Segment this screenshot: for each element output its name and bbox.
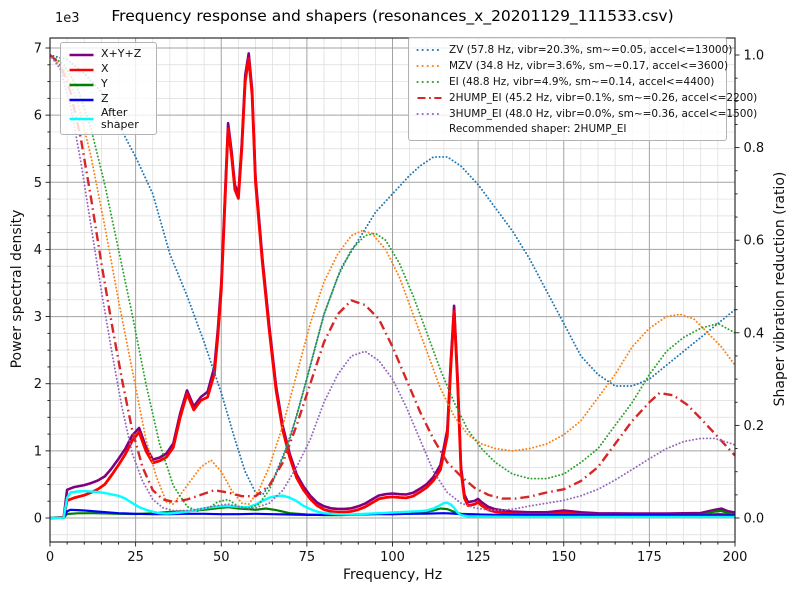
left-y-tick-label: 2 (34, 377, 42, 392)
left-y-tick-label: 4 (34, 243, 42, 258)
legend-label-x: X (101, 62, 109, 76)
right-axis-label: Shaper vibration reduction (ratio) (772, 171, 788, 407)
legend-note-row: Recommended shaper: 2HUMP_EI (416, 121, 719, 137)
3hump-ei-legend-line (416, 112, 443, 115)
zv-legend-line (416, 48, 443, 51)
left-y-tick-label: 1 (34, 444, 42, 459)
x-tick-label: 0 (46, 550, 54, 565)
y-legend-line (69, 83, 94, 86)
curve-2hump-ei (50, 54, 735, 503)
curve-z (50, 508, 735, 520)
recommended-shaper-note: Recommended shaper: 2HUMP_EI (449, 123, 627, 136)
x-tick-label: 50 (213, 550, 230, 565)
legend-label-2hump-ei: 2HUMP_EI (45.2 Hz, vibr=0.1%, sm~=0.26, … (449, 91, 758, 104)
curves (50, 52, 735, 520)
x-tick-label: 200 (723, 550, 748, 565)
curve-zv (50, 54, 735, 496)
left-y-tick-label: 7 (34, 42, 42, 57)
chart-title: Frequency response and shapers (resonanc… (111, 7, 674, 25)
legend-item-3hump-ei: 3HUMP_EI (48.0 Hz, vibr=0.0%, sm~=0.36, … (416, 106, 757, 122)
legend-item-y: Y (68, 77, 149, 92)
x-legend-line (69, 68, 94, 71)
legend-psd: X+Y+Z X Y Z After shaper (60, 42, 157, 136)
right-y-tick-label: 0.2 (744, 419, 765, 434)
x-y-z-legend-line (69, 53, 94, 56)
right-y-tick-label: 0.8 (744, 141, 765, 156)
after-shaper-legend-line (69, 117, 94, 121)
legend-item-z: Z (68, 92, 149, 107)
legend-label-mzv: MZV (34.8 Hz, vibr=3.6%, sm~=0.17, accel… (449, 59, 729, 72)
left-y-tick-label: 5 (34, 176, 42, 191)
legend-item-ei: EI (48.8 Hz, vibr=4.9%, sm~=0.14, accel<… (416, 74, 719, 90)
legend-label-z: Z (101, 92, 109, 106)
tick-labels: 0 25 50 75 100 125 150 175 200 0 1 2 3 4 5 6 7 0.0 0.2 0.4 0… (34, 42, 764, 566)
2hump-ei-legend-line (417, 96, 442, 99)
legend-label-zv: ZV (57.8 Hz, vibr=20.3%, sm~=0.05, accel… (449, 43, 733, 56)
z-legend-line (69, 98, 94, 101)
legend-label-x-y-z: X+Y+Z (101, 47, 142, 61)
left-y-tick-label: 0 (34, 512, 42, 527)
legend-label-3hump-ei: 3HUMP_EI (48.0 Hz, vibr=0.0%, sm~=0.36, … (449, 107, 758, 120)
left-y-tick-label: 6 (34, 109, 42, 124)
legend-item-x-y-z: X+Y+Z (68, 47, 149, 62)
right-y-tick-label: 0.6 (744, 234, 765, 249)
right-y-tick-label: 0.0 (744, 512, 765, 527)
legend-item-mzv: MZV (34.8 Hz, vibr=3.6%, sm~=0.17, accel… (416, 58, 728, 74)
legend-item-after-shaper: After shaper (68, 106, 149, 132)
right-y-tick-label: 0.4 (744, 326, 765, 341)
x-axis-label: Frequency, Hz (342, 567, 443, 583)
mzv-legend-line (416, 64, 443, 67)
curve-x-y-z (50, 52, 735, 520)
x-tick-label: 75 (299, 550, 316, 565)
x-tick-label: 150 (551, 550, 576, 565)
x-tick-label: 25 (127, 550, 144, 565)
left-y-tick-label: 3 (34, 310, 42, 325)
legend-label-ei: EI (48.8 Hz, vibr=4.9%, sm~=0.14, accel<… (449, 75, 715, 88)
y-axis-offset-text: 1e3 (55, 11, 80, 26)
legend-item-zv: ZV (57.8 Hz, vibr=20.3%, sm~=0.05, accel… (416, 42, 732, 58)
legend-label-after-shaper: After shaper (101, 106, 139, 132)
curve-x (50, 56, 735, 520)
x-tick-label: 100 (380, 550, 405, 565)
legend-shapers: ZV (57.8 Hz, vibr=20.3%, sm~=0.05, accel… (408, 37, 757, 142)
legend-label-y: Y (101, 77, 108, 91)
curve-mzv (50, 54, 735, 506)
ei-legend-line (416, 80, 443, 83)
x-tick-label: 175 (637, 550, 662, 565)
axis-ticks (45, 47, 740, 547)
left-axis-label: Power spectral density (9, 209, 25, 369)
curve-ei (50, 54, 735, 513)
legend-item-2hump-ei: 2HUMP_EI (45.2 Hz, vibr=0.1%, sm~=0.26, … (416, 90, 757, 106)
x-tick-label: 125 (466, 550, 491, 565)
right-y-tick-label: 1.0 (744, 49, 765, 64)
legend-item-x: X (68, 62, 149, 77)
